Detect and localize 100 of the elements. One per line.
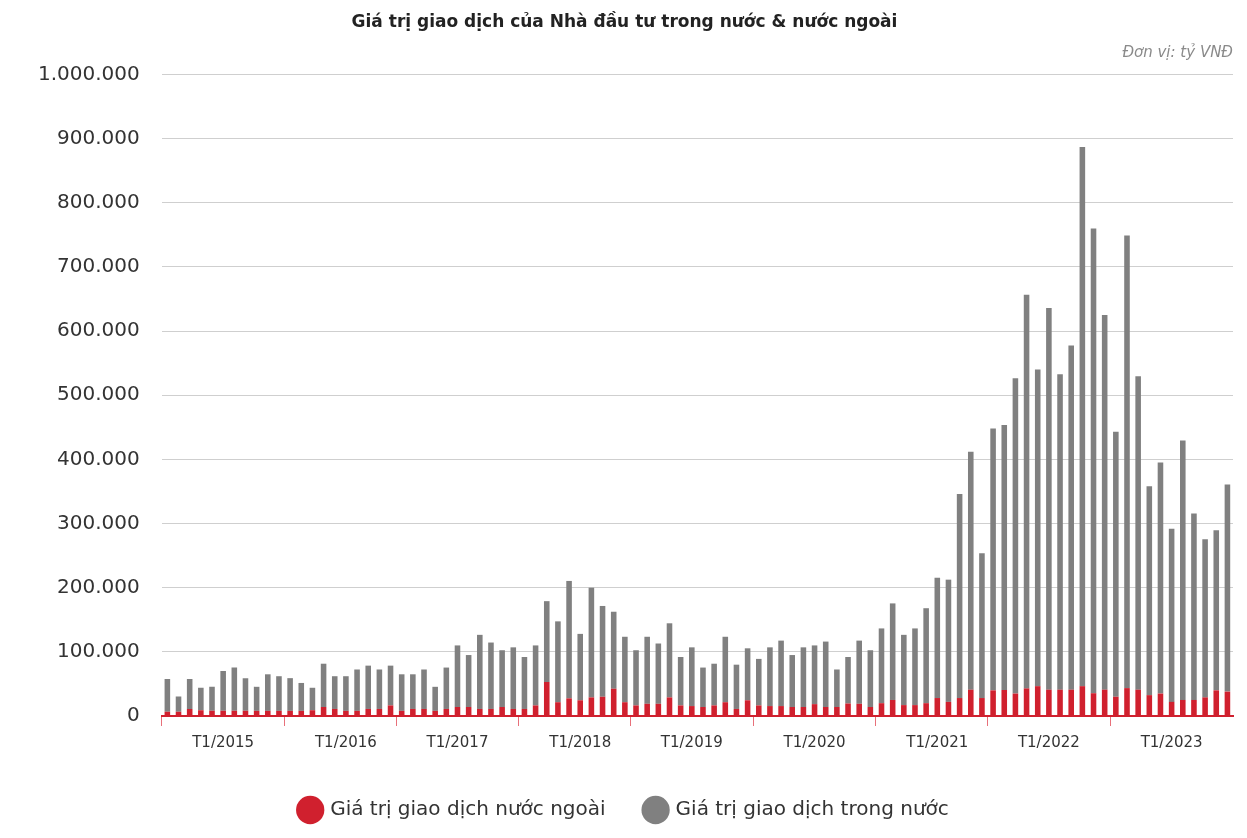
bar [1046, 307, 1052, 690]
y-tick-label: 500.000 [57, 381, 140, 406]
bar [834, 669, 840, 708]
bar [454, 645, 461, 708]
bar [1146, 486, 1153, 696]
bar [767, 647, 773, 707]
y-tick-label: 900.000 [57, 124, 140, 149]
bar [521, 656, 528, 709]
bar [901, 634, 907, 706]
bar [465, 655, 472, 708]
bar [421, 669, 427, 709]
bar [622, 636, 628, 703]
bar [711, 663, 717, 706]
bar [610, 611, 617, 689]
bar [778, 640, 784, 707]
bar [800, 647, 807, 708]
bar [689, 647, 695, 707]
y-tick-label: 700.000 [57, 253, 140, 278]
bar [209, 686, 215, 711]
bar [1068, 345, 1074, 690]
bar [755, 658, 762, 706]
y-tick-label: 400.000 [57, 445, 140, 470]
bar [889, 603, 896, 700]
chart-title: Giá trị giao dịch của Nhà đầu tư trong nước & nước ngoài [351, 10, 898, 31]
bar [856, 640, 862, 704]
text: Đơn vị: tỷ VNĐ [1122, 43, 1233, 62]
bar [365, 665, 372, 709]
x-tick-label: T1/2015 [191, 732, 255, 751]
bar [1101, 315, 1108, 690]
bar [488, 642, 494, 709]
bar [532, 645, 539, 706]
y-tick-label: 0 [127, 702, 140, 727]
x-tick-label: T1/2016 [313, 732, 377, 751]
x-tick-label: T1/2023 [1139, 732, 1203, 751]
bar [599, 605, 606, 697]
bar [744, 648, 751, 701]
bar [845, 656, 851, 704]
bar [253, 686, 260, 711]
bar [789, 655, 796, 708]
bar [1157, 462, 1164, 694]
bar [822, 641, 829, 708]
y-tick-label: 800.000 [57, 188, 140, 213]
bar [555, 621, 561, 703]
bar [1191, 513, 1197, 700]
bar [1180, 440, 1186, 700]
bar [878, 628, 885, 704]
bar [1001, 425, 1008, 691]
bar [186, 679, 193, 709]
bar [655, 643, 662, 704]
y-tick-label: 600.000 [57, 317, 140, 342]
bar [298, 682, 305, 711]
bar [1213, 530, 1220, 691]
bar [276, 676, 282, 711]
bar [1224, 484, 1231, 692]
y-tick-label: 200.000 [57, 573, 140, 598]
bar [331, 676, 338, 709]
bar [956, 494, 963, 699]
bar [343, 676, 349, 711]
bar [967, 451, 974, 690]
y-tick-label: 100.000 [57, 638, 140, 663]
bar [432, 686, 438, 711]
y-tick-label: 300.000 [57, 509, 140, 534]
bar [1012, 378, 1019, 694]
bar [811, 645, 818, 705]
bar [175, 696, 182, 712]
x-tick-label: T1/2020 [782, 732, 846, 751]
x-tick-label: T1/2021 [905, 732, 969, 751]
bar [1090, 228, 1097, 694]
bar [198, 687, 204, 711]
bar [477, 634, 483, 709]
x-tick-label: T1/2017 [425, 732, 489, 751]
bar [1057, 374, 1063, 690]
x-tick-label: T1/2018 [548, 732, 612, 751]
bar [1124, 235, 1130, 689]
bar [633, 650, 639, 706]
legend-label: Giá trị giao dịch trong nước [675, 796, 949, 821]
bar [398, 674, 405, 711]
bar [644, 636, 650, 704]
bar [990, 428, 996, 691]
bar [499, 650, 505, 708]
legend-label: Giá trị giao dịch nước ngoài [330, 796, 606, 821]
bar [242, 678, 249, 711]
bar [410, 674, 416, 709]
bar [700, 667, 706, 708]
bar [220, 671, 226, 711]
bar [566, 580, 572, 699]
x-tick-label: T1/2019 [659, 732, 723, 751]
bar [912, 628, 918, 706]
bar [666, 623, 673, 698]
bar [1135, 376, 1141, 690]
bar [1113, 431, 1119, 697]
x-tick-label: T1/2022 [1016, 732, 1080, 751]
bar [354, 669, 360, 711]
bar [867, 650, 874, 708]
bar [923, 608, 929, 704]
bar [265, 674, 271, 711]
bar [510, 647, 517, 709]
y-tick-label: 1.000.000 [37, 60, 140, 85]
bar [287, 678, 293, 711]
bar [577, 633, 584, 701]
